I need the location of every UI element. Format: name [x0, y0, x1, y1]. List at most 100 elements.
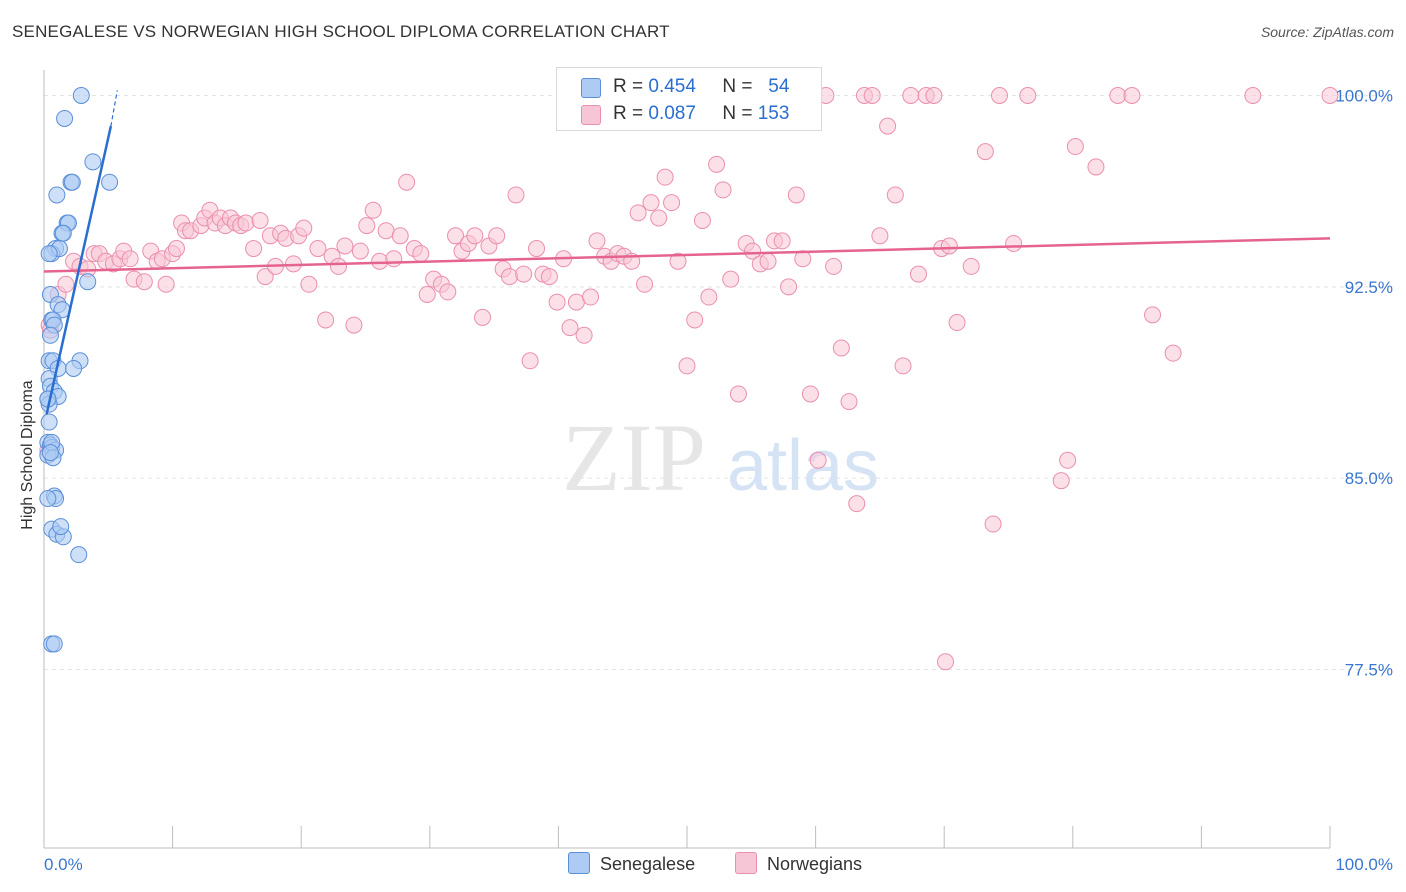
norwegian-point	[700, 288, 718, 306]
norwegian-point	[515, 265, 533, 283]
senegalese-point	[45, 635, 63, 653]
norwegian-point	[501, 268, 519, 286]
senegalese-point	[101, 173, 119, 191]
legend-swatch-norwegian	[581, 105, 601, 125]
norwegian-point	[990, 87, 1008, 105]
norwegian-point	[886, 186, 904, 204]
norwegian-point	[840, 393, 858, 411]
senegalese-point	[39, 490, 57, 508]
norwegian-point	[1066, 138, 1084, 156]
norwegian-point	[507, 186, 525, 204]
tick-labels: 77.5% 85.0% 92.5% 100.0% 0.0% 100.0%	[44, 87, 1393, 874]
norwegian-point	[809, 451, 827, 469]
senegalese-point	[40, 245, 58, 263]
norwegian-point	[984, 515, 1002, 533]
norwegian-point	[371, 252, 389, 270]
norwegian-point	[447, 227, 465, 245]
norwegian-point	[391, 227, 409, 245]
norwegian-point	[1321, 87, 1339, 105]
senegalese-point	[41, 326, 59, 344]
norwegian-point	[237, 214, 255, 232]
norwegian-point	[636, 275, 654, 293]
norwegian-point	[759, 252, 777, 270]
watermark: ZIP atlas	[562, 404, 879, 511]
grid-lines	[44, 95, 1392, 670]
norwegian-point	[439, 283, 457, 301]
norwegian-point	[650, 209, 668, 227]
norwegian-point	[309, 240, 327, 258]
norwegian-point	[825, 257, 843, 275]
norwegian-points	[39, 87, 1339, 671]
legend-senegalese-r: 0.454	[648, 76, 696, 97]
norwegian-point	[121, 250, 139, 268]
norwegian-point	[936, 653, 954, 671]
y-axis-label: High School Diploma	[19, 380, 36, 530]
y-tick-label: 92.5%	[1345, 278, 1393, 297]
senegalese-point	[48, 186, 66, 204]
watermark-atlas: atlas	[727, 426, 879, 506]
senegalese-point	[54, 224, 72, 242]
norwegian-point	[1005, 234, 1023, 252]
bottom-legend-label-norwegian: Norwegians	[767, 854, 863, 874]
norwegian-point	[548, 293, 566, 311]
norwegian-point	[582, 288, 600, 306]
norwegian-point	[256, 268, 274, 286]
legend-r-label: R =	[613, 103, 644, 124]
senegalese-point	[63, 173, 81, 191]
norwegian-point	[329, 257, 347, 275]
norwegian-point	[714, 181, 732, 199]
senegalese-point	[84, 153, 102, 171]
norwegian-point	[157, 275, 175, 293]
norwegian-point	[656, 168, 674, 186]
senegalese-trend-line	[45, 125, 113, 415]
norwegian-point	[902, 87, 920, 105]
legend-r-label: R =	[613, 76, 644, 97]
norwegian-point	[642, 194, 660, 212]
norwegian-point	[345, 316, 363, 334]
norwegian-point	[708, 155, 726, 173]
norwegian-trend-line	[43, 237, 1331, 273]
norwegian-point	[57, 275, 75, 293]
legend-n-label: N =	[722, 103, 753, 124]
norwegian-point	[780, 278, 798, 296]
norwegian-point	[871, 227, 889, 245]
senegalese-point	[79, 273, 97, 291]
senegalese-points	[39, 87, 119, 653]
norwegian-point	[744, 242, 762, 260]
norwegian-point	[377, 222, 395, 240]
norwegian-point	[925, 87, 943, 105]
norwegian-point	[678, 357, 696, 375]
norwegian-point	[295, 219, 313, 237]
legend-n-label: N =	[722, 76, 753, 97]
norwegian-point	[567, 293, 585, 311]
norwegian-point	[1019, 87, 1037, 105]
senegalese-point	[65, 359, 83, 377]
norwegian-point	[1123, 87, 1141, 105]
x-tick-label-max: 100.0%	[1335, 855, 1393, 874]
norwegian-point	[801, 385, 819, 403]
bottom-legend-senegalese: Senegalese	[568, 852, 695, 875]
norwegian-point	[474, 308, 492, 326]
norwegian-point	[466, 227, 484, 245]
norwegian-point	[1164, 344, 1182, 362]
senegalese-trend-extension	[110, 90, 118, 127]
norwegian-point	[669, 252, 687, 270]
norwegian-point	[167, 240, 185, 258]
senegalese-point	[72, 87, 90, 105]
legend-senegalese-n: 54	[768, 76, 790, 97]
norwegian-point	[300, 275, 318, 293]
norwegian-point	[722, 270, 740, 288]
norwegian-point	[336, 237, 354, 255]
bottom-legend-swatch-senegalese	[568, 852, 590, 874]
bottom-legend-norwegian: Norwegians	[735, 852, 862, 875]
norwegian-point	[418, 285, 436, 303]
norwegian-point	[588, 232, 606, 250]
norwegian-point	[948, 314, 966, 332]
norwegian-point	[729, 385, 747, 403]
norwegian-point	[561, 319, 579, 337]
norwegian-point	[863, 87, 881, 105]
norwegian-point	[879, 117, 897, 135]
norwegian-point	[962, 257, 980, 275]
norwegian-point	[351, 242, 369, 260]
